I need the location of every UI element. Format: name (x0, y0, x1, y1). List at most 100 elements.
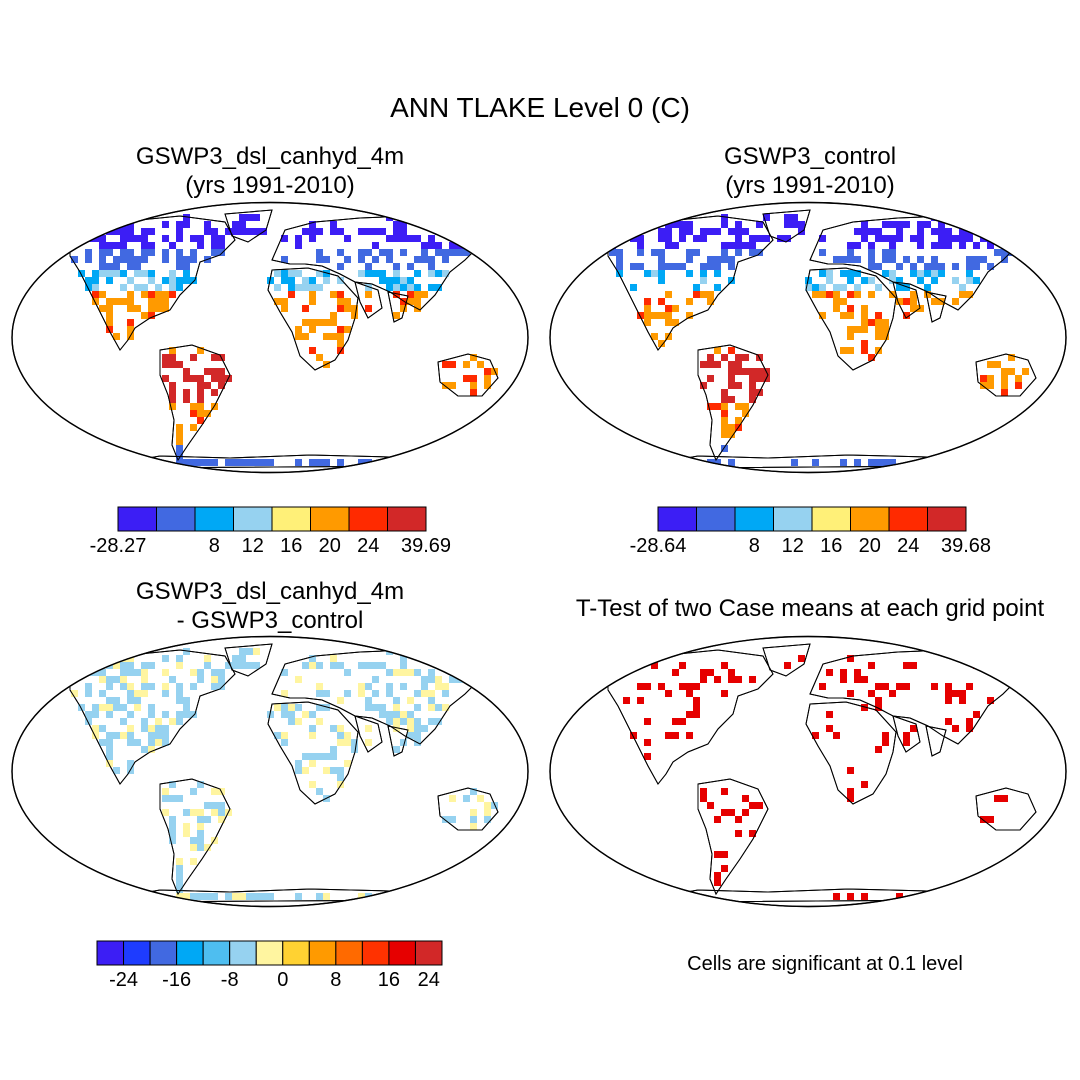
grid-cell (435, 284, 442, 291)
grid-cell (889, 235, 896, 242)
grid-cell (204, 655, 211, 662)
grid-cell (379, 277, 386, 284)
grid-cell (351, 739, 358, 746)
grid-cell (987, 228, 994, 235)
grid-cell (316, 788, 323, 795)
grid-cell (372, 690, 379, 697)
panel-title-control-line2: (yrs 1991-2010) (725, 172, 895, 199)
grid-cell (99, 249, 106, 256)
grid-cell (470, 816, 477, 823)
grid-cell (910, 263, 917, 270)
grid-cell (176, 256, 183, 263)
grid-cell (155, 284, 162, 291)
coastline-africa (267, 701, 359, 805)
grid-cell (728, 256, 735, 263)
grid-cell (833, 256, 840, 263)
colorbar-swatch (335, 940, 363, 966)
grid-cell (910, 662, 917, 669)
grid-cell (686, 256, 693, 263)
grid-cell (882, 249, 889, 256)
grid-cell (85, 277, 92, 284)
grid-cell (134, 235, 141, 242)
grid-cell (840, 284, 847, 291)
grid-cell (442, 655, 449, 662)
grid-cell (868, 228, 875, 235)
grid-cell (190, 809, 197, 816)
grid-cell (428, 235, 435, 242)
grid-cell (393, 277, 400, 284)
grid-cell (658, 270, 665, 277)
grid-cell (183, 375, 190, 382)
grid-cell (428, 704, 435, 711)
grid-cell (393, 718, 400, 725)
grid-cell (994, 249, 1001, 256)
grid-cell (281, 704, 288, 711)
grid-cell (113, 704, 120, 711)
grid-cell (491, 802, 498, 809)
grid-cell (190, 858, 197, 865)
grid-cell (323, 767, 330, 774)
grid-cell (225, 893, 232, 900)
grid-cell (337, 326, 344, 333)
grid-cell (400, 228, 407, 235)
grid-cell (176, 431, 183, 438)
grid-cell (854, 669, 861, 676)
grid-cell (295, 284, 302, 291)
grid-cell (281, 669, 288, 676)
grid-cell (1022, 228, 1029, 235)
grid-cell (218, 375, 225, 382)
panel-title-control: GSWP3_control (yrs 1991-2010) (610, 142, 1010, 200)
grid-cell (281, 270, 288, 277)
grid-cell (120, 662, 127, 669)
grid-cell (344, 298, 351, 305)
grid-cell (169, 270, 176, 277)
grid-cell (85, 718, 92, 725)
grid-cell (176, 858, 183, 865)
grid-cell (197, 396, 204, 403)
cbar-tick-label: -16 (162, 969, 192, 991)
grid-cell (449, 242, 456, 249)
grid-cell (470, 788, 477, 795)
grid-cell (889, 221, 896, 228)
grid-cell (672, 732, 679, 739)
grid-cell (414, 256, 421, 263)
grid-cell (980, 221, 987, 228)
grid-cell (197, 893, 204, 900)
grid-cell (686, 270, 693, 277)
grid-cell (400, 669, 407, 676)
grid-cell (728, 676, 735, 683)
cbar-tick-label: 24 (897, 535, 920, 557)
grid-cell (148, 270, 155, 277)
grid-cell (127, 683, 134, 690)
grid-cell (721, 431, 728, 438)
grid-cell (190, 410, 197, 417)
grid-cell (309, 753, 316, 760)
grid-cell (113, 228, 120, 235)
grid-cell (428, 459, 435, 466)
grid-cell (665, 305, 672, 312)
grid-cell (742, 809, 749, 816)
coastline-north-america (69, 649, 236, 785)
grid-cell (218, 242, 225, 249)
grid-cell (700, 235, 707, 242)
grid-cell (700, 228, 707, 235)
grid-cell (372, 662, 379, 669)
grid-cell (176, 718, 183, 725)
coastline-australia (437, 787, 499, 831)
grid-cell (847, 333, 854, 340)
grid-cell (148, 291, 155, 298)
grid-cell (337, 739, 344, 746)
cbar-tick-label: 39.69 (400, 535, 452, 557)
grid-cell (176, 879, 183, 886)
grid-cell (456, 235, 463, 242)
grid-cell (644, 683, 651, 690)
grid-cell (176, 263, 183, 270)
grid-cell (106, 298, 113, 305)
grid-cell (903, 683, 910, 690)
grid-cell (882, 683, 889, 690)
grid-cell (176, 277, 183, 284)
grid-cell (407, 732, 414, 739)
grid-cell (442, 361, 449, 368)
grid-cell (99, 669, 106, 676)
grid-cell (742, 403, 749, 410)
